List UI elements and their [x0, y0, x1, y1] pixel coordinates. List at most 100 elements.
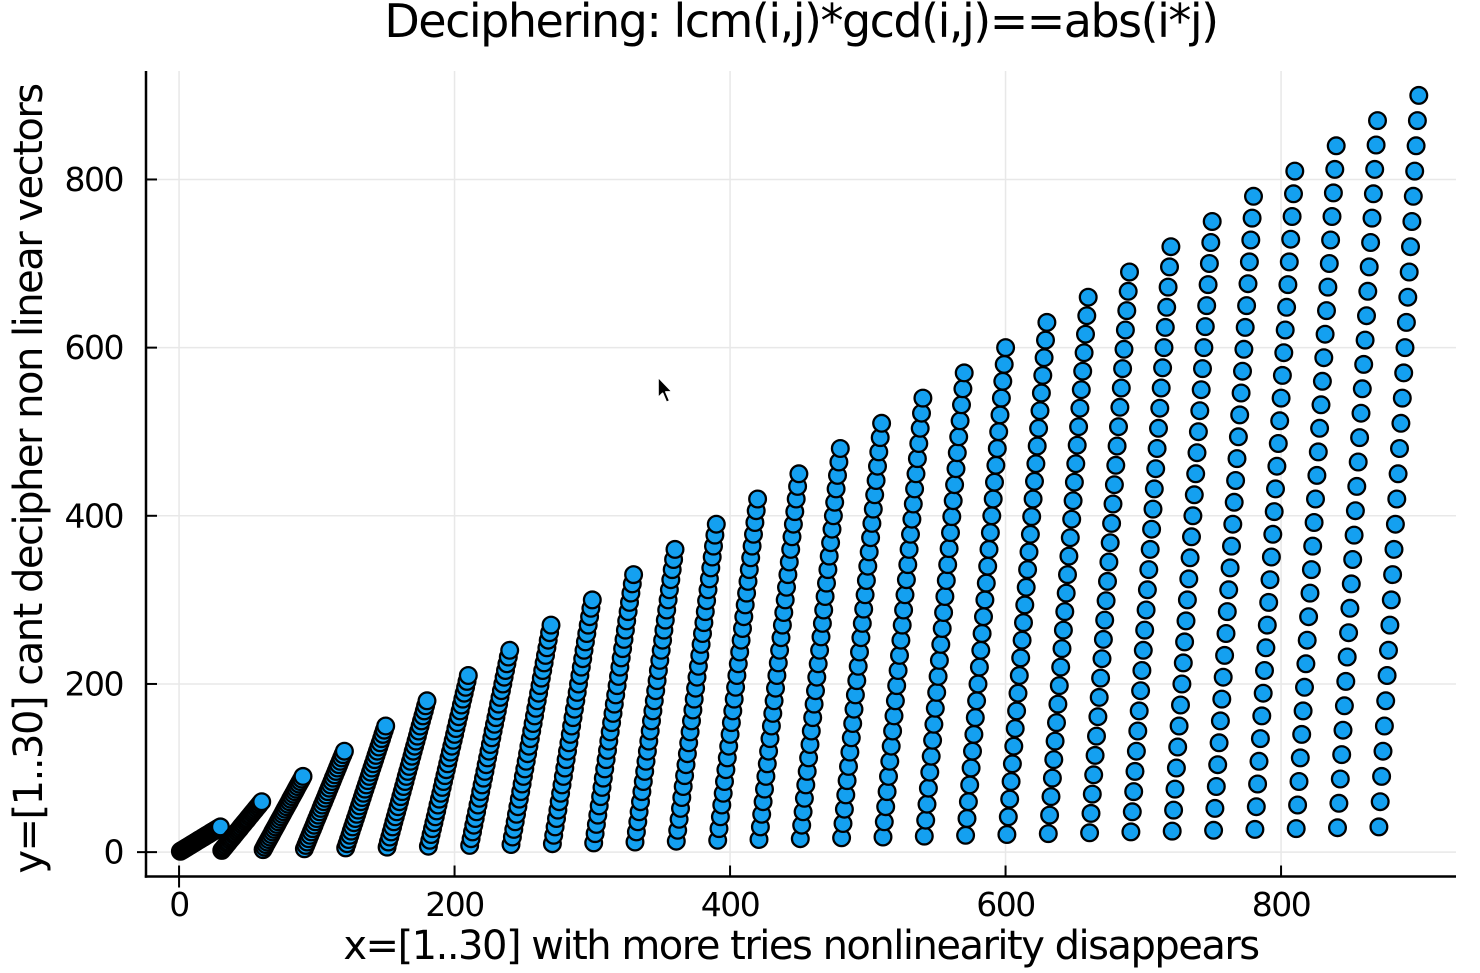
- data-point: [1115, 320, 1135, 340]
- data-point: [994, 354, 1014, 374]
- data-point: [1045, 731, 1065, 751]
- data-point: [1326, 136, 1346, 156]
- data-point: [1261, 547, 1281, 567]
- data-point: [1009, 666, 1029, 686]
- data-point: [985, 472, 1005, 492]
- data-point: [1140, 539, 1160, 559]
- data-point: [1099, 552, 1119, 572]
- data-point: [1374, 716, 1394, 736]
- y-tick-label-200: 200: [65, 664, 124, 703]
- data-point: [1334, 696, 1354, 716]
- data-point: [1284, 184, 1304, 204]
- data-point: [1041, 787, 1061, 807]
- data-point: [1144, 479, 1164, 499]
- data-point: [956, 825, 976, 845]
- data-point: [997, 825, 1017, 845]
- data-point: [1169, 716, 1189, 736]
- data-point: [1339, 623, 1359, 643]
- data-point: [968, 674, 988, 694]
- data-point: [1183, 506, 1203, 526]
- data-point: [986, 455, 1006, 475]
- data-point: [1209, 733, 1229, 753]
- data-point: [1233, 361, 1253, 381]
- data-point: [1343, 550, 1363, 570]
- data-point: [1297, 630, 1317, 650]
- data-point: [1288, 795, 1308, 815]
- data-point: [748, 489, 768, 509]
- data-point: [1124, 782, 1144, 802]
- data-point: [830, 438, 850, 458]
- data-point: [913, 388, 933, 408]
- data-point: [1230, 405, 1250, 425]
- data-point: [1244, 186, 1264, 206]
- data-point: [1067, 435, 1087, 455]
- data-point: [1329, 793, 1349, 813]
- data-point: [1312, 371, 1332, 391]
- data-point: [1359, 257, 1379, 277]
- data-point: [376, 716, 396, 736]
- data-point: [541, 615, 561, 635]
- data-point: [1002, 754, 1022, 774]
- data-point: [1303, 536, 1323, 556]
- data-point: [1238, 274, 1258, 294]
- data-point: [1219, 580, 1239, 600]
- data-point: [1022, 507, 1042, 527]
- data-point: [978, 556, 998, 576]
- data-point: [1019, 542, 1039, 562]
- data-point: [1385, 514, 1405, 534]
- data-point: [1253, 683, 1273, 703]
- data-point: [1047, 713, 1067, 733]
- y-tick-label-0: 0: [104, 833, 124, 872]
- data-point: [1396, 312, 1416, 332]
- data-point: [924, 714, 944, 734]
- data-point: [1023, 489, 1043, 509]
- data-point: [1098, 571, 1118, 591]
- data-point: [1142, 519, 1162, 539]
- data-point: [1117, 301, 1137, 321]
- data-point: [706, 514, 726, 534]
- data-point: [1157, 297, 1177, 317]
- data-point: [1139, 560, 1159, 580]
- data-point: [931, 634, 951, 654]
- data-point: [921, 746, 941, 766]
- data-point: [1380, 615, 1400, 635]
- data-point: [1319, 253, 1339, 273]
- data-point: [1325, 159, 1345, 179]
- data-point: [1113, 359, 1133, 379]
- data-point: [1223, 514, 1243, 534]
- data-point: [1341, 574, 1361, 594]
- data-point: [1100, 533, 1120, 553]
- data-point: [1081, 803, 1101, 823]
- data-point: [1088, 707, 1108, 727]
- data-point: [1107, 436, 1127, 456]
- data-point: [1143, 499, 1163, 519]
- data-point: [1058, 565, 1078, 585]
- data-point: [1340, 598, 1360, 618]
- data-point: [1406, 136, 1426, 156]
- data-point: [1025, 471, 1045, 491]
- data-point: [1175, 632, 1195, 652]
- data-point: [1337, 647, 1357, 667]
- data-point: [917, 794, 937, 814]
- data-point: [1268, 433, 1288, 453]
- data-point: [1121, 822, 1141, 842]
- data-point: [1321, 230, 1341, 250]
- data-point: [1277, 297, 1297, 317]
- data-point: [1204, 820, 1224, 840]
- data-point: [1363, 184, 1383, 204]
- data-point: [1322, 206, 1342, 226]
- data-point: [1212, 689, 1232, 709]
- data-point: [953, 379, 973, 399]
- data-point: [1282, 206, 1302, 226]
- data-point: [1092, 649, 1112, 669]
- data-point: [1001, 772, 1021, 792]
- y-tick-label-600: 600: [65, 328, 124, 367]
- data-point: [1187, 443, 1207, 463]
- data-point: [1242, 208, 1262, 228]
- data-point: [942, 507, 962, 527]
- data-point: [974, 607, 994, 627]
- data-point: [1020, 524, 1040, 544]
- data-point: [928, 666, 948, 686]
- data-point: [918, 778, 938, 798]
- data-point: [1355, 330, 1375, 350]
